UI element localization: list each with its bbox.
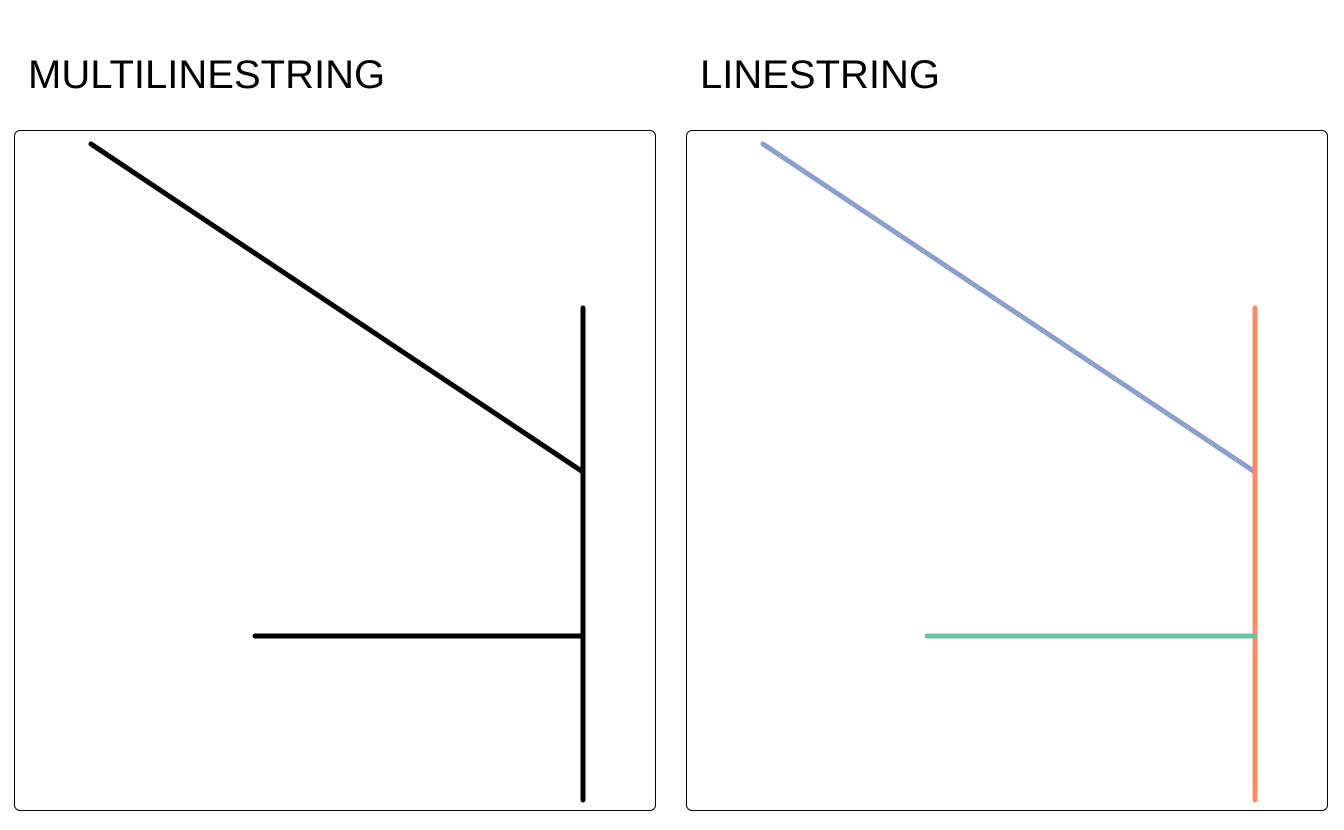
linestring-panel-title: LINESTRING: [700, 53, 941, 97]
linestring-plot: [760, 141, 1258, 803]
multilinestring-panel-title: MULTILINESTRING: [28, 53, 386, 97]
multilinestring-panel: [14, 130, 656, 811]
linestring-line-1: [760, 141, 1258, 475]
linestring-panel: [686, 130, 1328, 811]
multilinestring-line-1: [88, 141, 586, 475]
multilinestring-plot: [88, 141, 586, 803]
